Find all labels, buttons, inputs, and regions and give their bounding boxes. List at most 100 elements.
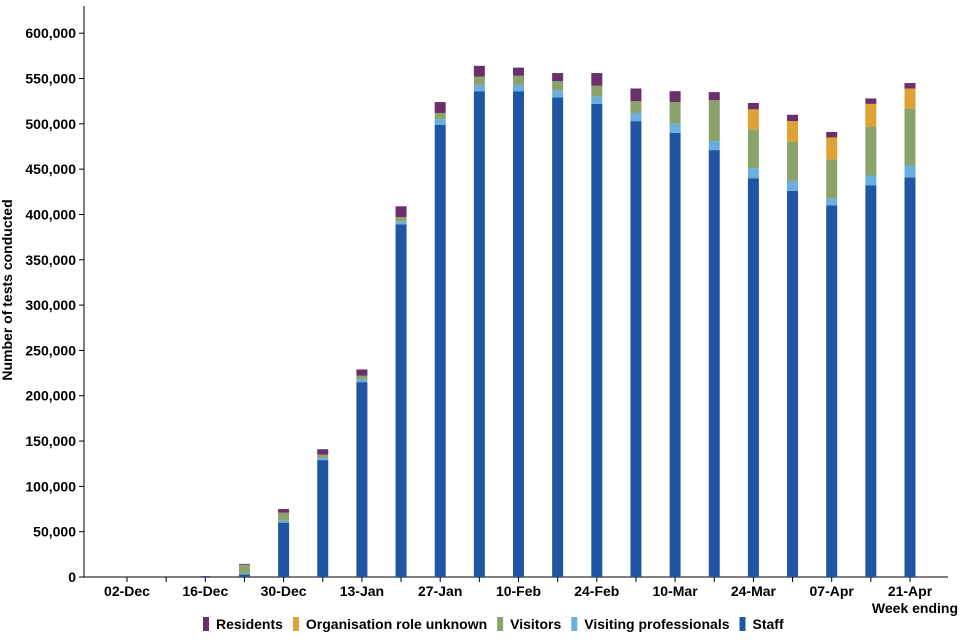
y-tick-label: 450,000 <box>25 161 76 177</box>
bar-segment-residents <box>747 102 759 110</box>
bar-segment-visiting-professionals <box>591 96 603 104</box>
bar-segment-residents <box>552 73 564 82</box>
bar-segment-staff <box>865 185 877 577</box>
bar-segment-visitors <box>787 141 799 181</box>
x-tick-label: 30-Dec <box>261 583 307 599</box>
bar-segment-visitors <box>630 101 642 113</box>
bar-segment-visitors <box>473 76 485 85</box>
y-tick-label: 500,000 <box>25 116 76 132</box>
bar-segment-residents <box>199 576 211 577</box>
bar-segment-staff <box>513 91 524 577</box>
bar-segment-visiting-professionals <box>356 379 368 383</box>
bar-segment-residents <box>317 449 329 455</box>
bar-segment-visitors <box>238 564 250 574</box>
bar-segment-organisation-role-unknown <box>747 109 759 130</box>
bar-segment-visitors <box>513 75 524 85</box>
bar-segment-residents <box>591 73 603 86</box>
legend: Residents Organisation role unknown Visito… <box>203 616 784 632</box>
bar-segment-organisation-role-unknown <box>826 137 838 160</box>
bar-segment-visiting-professionals <box>513 84 524 92</box>
bar-segment-visitors <box>708 100 720 142</box>
bar-segment-visiting-professionals <box>826 198 838 206</box>
y-tick-label: 100,000 <box>25 478 76 494</box>
bar-segment-visitors <box>395 217 407 222</box>
x-tick-label: 07-Apr <box>810 583 855 599</box>
bar-segment-visitors <box>278 512 290 521</box>
bar-segment-staff <box>591 103 603 577</box>
x-tick-label: 10-Mar <box>653 583 699 599</box>
bar-segment-visitors <box>747 129 759 169</box>
bar-segment-staff <box>904 177 916 578</box>
bar-segment-staff <box>356 382 368 577</box>
bar-segment-staff <box>199 576 211 578</box>
bar-segment-organisation-role-unknown <box>904 88 916 109</box>
bar-segment-residents <box>395 206 407 218</box>
bar-segment-visitors <box>434 112 446 120</box>
bar-segment-visitors <box>865 126 877 176</box>
x-tick-label: 13-Jan <box>340 583 384 599</box>
bar-segment-residents <box>669 91 681 103</box>
bar-segment-residents <box>904 83 916 89</box>
bar-segment-organisation-role-unknown <box>865 103 877 127</box>
x-axis: 02-Dec 16-Dec 30-Dec 13-Jan 27-Jan 10-Feb 24-F… <box>84 576 948 599</box>
bar-segment-residents <box>434 102 446 113</box>
y-tick-label: 350,000 <box>25 252 76 268</box>
legend-swatch-visiting-professionals <box>571 617 578 631</box>
bar-segment-staff <box>395 224 407 577</box>
bar-segment-residents <box>238 563 250 565</box>
y-axis: 0 50,000 100,000 150,000 200,000 250,000 300,0… <box>25 6 85 585</box>
bar-segment-staff <box>708 150 720 577</box>
bar-segment-visiting-professionals <box>904 165 916 178</box>
bar-segment-staff <box>826 205 838 577</box>
x-tick-label: 10-Feb <box>496 583 541 599</box>
y-tick-label: 400,000 <box>25 206 76 222</box>
bar-segment-visiting-professionals <box>630 112 642 122</box>
x-tick-label: 27-Jan <box>418 583 462 599</box>
x-tick-label: 21-Apr <box>888 583 933 599</box>
bar-segment-visitors <box>826 159 838 199</box>
legend-swatch-residents <box>203 617 209 631</box>
bar-segment-visiting-professionals <box>434 119 446 125</box>
x-tick-label: 02-Dec <box>104 583 150 599</box>
bar-segment-visitors <box>356 375 368 380</box>
bar-segment-staff <box>669 132 681 577</box>
bar-segment-residents <box>473 65 485 77</box>
legend-label-organisation-role-unknown: Organisation role unknown <box>306 616 487 632</box>
bar-segment-residents <box>278 509 290 513</box>
bar-segment-visiting-professionals <box>708 141 720 151</box>
bar-segment-visiting-professionals <box>238 573 250 575</box>
bar-segment-visiting-professionals <box>552 90 564 98</box>
x-axis-title: Week ending <box>872 600 958 616</box>
x-tick-label: 24-Feb <box>574 583 619 599</box>
bar-segment-visitors <box>317 454 329 459</box>
legend-swatch-visitors <box>497 617 504 631</box>
bar-segment-staff <box>238 574 250 577</box>
bar-segment-visitors <box>669 102 681 124</box>
y-tick-label: 0 <box>68 569 76 585</box>
bar-segment-residents <box>356 369 368 376</box>
bar-segment-residents <box>865 98 877 104</box>
y-tick-label: 600,000 <box>25 25 76 41</box>
y-axis-title: Number of tests conducted <box>0 199 15 380</box>
bar-segment-staff <box>317 460 329 577</box>
bar-segment-visitors <box>904 108 916 166</box>
legend-label-residents: Residents <box>216 616 283 632</box>
y-tick-label: 200,000 <box>25 388 76 404</box>
bar-segment-visiting-professionals <box>865 175 877 186</box>
bar-segment-staff <box>630 121 642 577</box>
legend-swatch-organisation-role-unknown <box>292 617 299 631</box>
legend-swatch-staff <box>739 617 746 631</box>
bar-segment-visiting-professionals <box>278 520 290 523</box>
bar-segment-staff <box>434 124 446 577</box>
bar-segment-staff <box>278 522 290 577</box>
bar-segment-visiting-professionals <box>787 180 799 191</box>
bar-segment-residents <box>708 92 720 101</box>
bar-segment-visiting-professionals <box>747 168 759 179</box>
bar-segment-residents <box>826 131 838 138</box>
x-tick-label: 24-Mar <box>731 583 777 599</box>
bar-segment-staff <box>787 190 799 577</box>
y-tick-label: 150,000 <box>25 433 76 449</box>
bar-segment-residents <box>513 67 524 76</box>
bar-segment-staff <box>552 97 564 578</box>
